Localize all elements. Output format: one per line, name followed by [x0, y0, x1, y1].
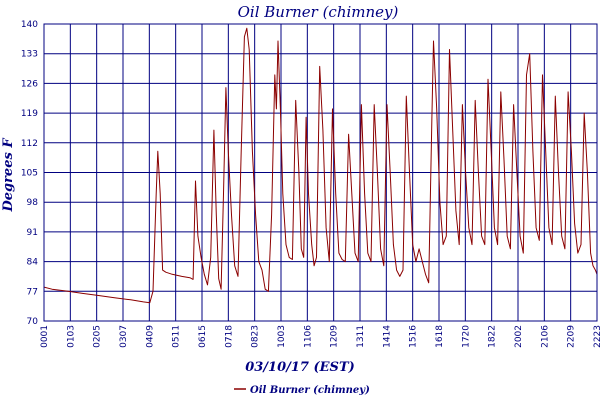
x-tick-label: 0823: [251, 325, 261, 348]
y-tick-label: 140: [21, 20, 38, 30]
legend-entry: Oil Burner (chimney): [250, 385, 370, 396]
x-tick-label: 0615: [198, 325, 208, 348]
y-tick-label: 112: [21, 139, 38, 149]
x-tick-label: 0511: [172, 325, 182, 348]
x-tick-label: 0103: [66, 325, 76, 348]
y-tick-label: 126: [21, 79, 38, 89]
x-tick-label: 0001: [40, 325, 50, 348]
x-tick-label: 1414: [382, 325, 392, 348]
y-tick-label: 133: [21, 50, 38, 60]
y-axis-label: Degrees F: [1, 138, 16, 213]
x-tick-label: 0307: [119, 325, 129, 348]
x-tick-label: 1106: [303, 325, 313, 348]
y-tick-label: 105: [21, 169, 38, 179]
y-tick-label: 77: [27, 287, 38, 297]
y-tick-labels: 70 77 84 91 98 105 112 119 126 133 140: [21, 20, 38, 327]
x-axis-label: 03/10/17 (EST): [245, 360, 355, 375]
y-tick-label: 91: [27, 228, 38, 238]
x-tick-label: 2223: [593, 325, 600, 348]
x-tick-labels: 0001 0103 0205 0307 0409 0511 0615 0718 0823 1003…: [40, 325, 600, 348]
grid: [44, 24, 597, 321]
x-tick-label: 1618: [435, 325, 445, 348]
x-tick-label: 0205: [93, 325, 103, 348]
chart-title: Oil Burner (chimney): [238, 3, 399, 21]
y-tick-label: 70: [27, 317, 39, 327]
x-tick-label: 1720: [461, 325, 471, 348]
x-tick-label: 1003: [277, 325, 287, 348]
x-tick-label: 1311: [356, 325, 366, 348]
x-tick-label: 2106: [540, 325, 550, 348]
x-tick-label: 1516: [409, 325, 419, 348]
x-tick-label: 0409: [145, 325, 155, 348]
x-tick-label: 2002: [514, 325, 524, 348]
y-tick-label: 84: [27, 258, 39, 268]
y-tick-label: 119: [21, 109, 38, 119]
x-tick-label: 0718: [224, 325, 234, 348]
legend: Oil Burner (chimney): [234, 385, 370, 396]
y-tick-label: 98: [27, 198, 39, 208]
x-tick-label: 2209: [567, 325, 577, 348]
x-tick-label: 1822: [488, 325, 498, 348]
x-tick-label: 1209: [330, 325, 340, 348]
